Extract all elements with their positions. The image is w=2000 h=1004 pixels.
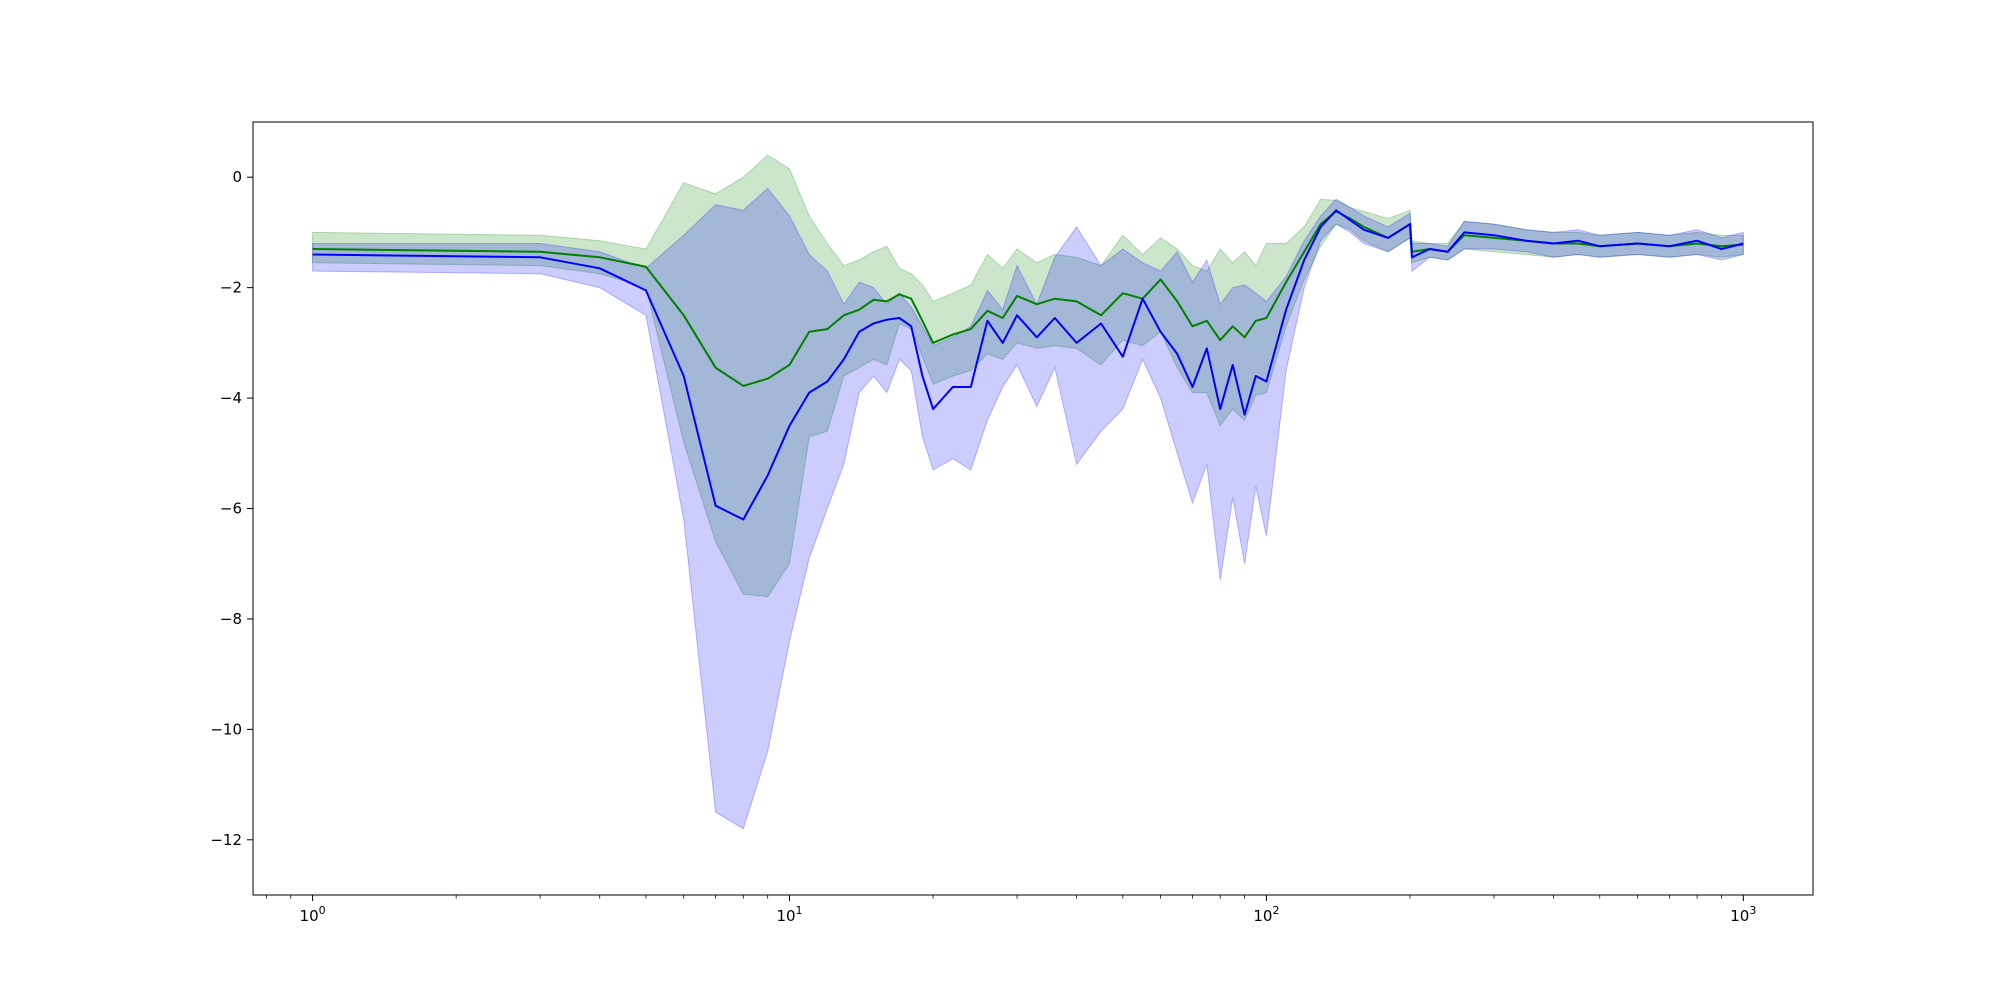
confidence-bands bbox=[312, 154, 1744, 830]
x-tick-label: 101 bbox=[776, 904, 802, 925]
x-tick-label: 103 bbox=[1730, 904, 1756, 925]
y-axis: 0 −2 −4 −6 −8 −10 −12 bbox=[210, 168, 253, 849]
x-tick-label: 100 bbox=[300, 904, 326, 925]
y-tick-label: −2 bbox=[220, 279, 242, 297]
y-tick-label: −12 bbox=[210, 831, 242, 849]
band-series-0 bbox=[312, 154, 1744, 598]
band-series-1 bbox=[312, 187, 1744, 830]
line-series-0 bbox=[312, 210, 1744, 387]
y-tick-label: −4 bbox=[220, 389, 242, 407]
x-axis: 100 101 102 103 bbox=[265, 895, 1756, 925]
y-tick-label: −10 bbox=[210, 720, 242, 738]
series-lines bbox=[312, 209, 1744, 521]
x-tick-label: 102 bbox=[1253, 904, 1279, 925]
line-series-1 bbox=[312, 209, 1744, 521]
y-tick-label: −6 bbox=[220, 500, 242, 518]
y-tick-label: 0 bbox=[232, 168, 242, 186]
y-tick-label: −8 bbox=[220, 610, 242, 628]
